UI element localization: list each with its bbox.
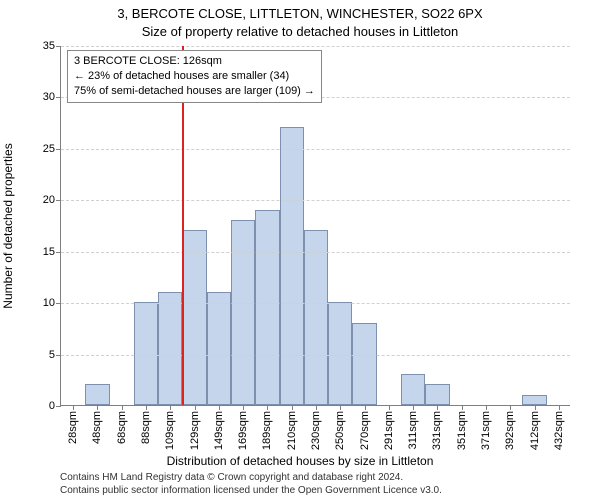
histogram-bar	[207, 292, 231, 405]
y-tick-mark	[56, 303, 61, 304]
histogram-bar	[352, 323, 376, 405]
y-gridline	[61, 149, 570, 150]
x-tick-mark	[170, 405, 171, 410]
annotation-line1: 3 BERCOTE CLOSE: 126sqm	[74, 54, 315, 69]
x-tick-label: 270sqm	[359, 411, 371, 450]
y-tick-label: 30	[43, 91, 55, 103]
x-tick-mark	[243, 405, 244, 410]
x-tick-label: 48sqm	[91, 411, 103, 444]
x-tick-label: 210sqm	[286, 411, 298, 450]
x-tick-label: 412sqm	[529, 411, 541, 450]
y-tick-label: 0	[49, 400, 55, 412]
x-tick-label: 28sqm	[67, 411, 79, 444]
x-tick-label: 88sqm	[140, 411, 152, 444]
y-tick-mark	[56, 97, 61, 98]
x-tick-mark	[535, 405, 536, 410]
y-tick-mark	[56, 200, 61, 201]
x-tick-label: 109sqm	[164, 411, 176, 450]
y-gridline	[61, 252, 570, 253]
histogram-bar	[280, 127, 304, 405]
y-axis-label: Number of detached properties	[1, 143, 15, 308]
y-tick-mark	[56, 355, 61, 356]
chart-title-line2: Size of property relative to detached ho…	[0, 24, 600, 39]
x-tick-label: 68sqm	[116, 411, 128, 444]
x-tick-mark	[462, 405, 463, 410]
annotation-line2: ← 23% of detached houses are smaller (34…	[74, 69, 315, 84]
y-tick-label: 35	[43, 40, 55, 52]
x-tick-mark	[365, 405, 366, 410]
y-gridline	[61, 355, 570, 356]
x-tick-mark	[122, 405, 123, 410]
y-tick-label: 5	[49, 349, 55, 361]
x-axis-label: Distribution of detached houses by size …	[0, 454, 600, 468]
annotation-box: 3 BERCOTE CLOSE: 126sqm ← 23% of detache…	[67, 50, 322, 103]
annotation-line3: 75% of semi-detached houses are larger (…	[74, 84, 315, 99]
x-tick-label: 351sqm	[456, 411, 468, 450]
x-tick-label: 169sqm	[237, 411, 249, 450]
histogram-bar	[158, 292, 182, 405]
x-tick-label: 129sqm	[189, 411, 201, 450]
histogram-bar	[231, 220, 255, 405]
x-tick-label: 311sqm	[407, 411, 419, 449]
x-tick-label: 371sqm	[480, 411, 492, 450]
y-gridline	[61, 46, 570, 47]
x-tick-mark	[340, 405, 341, 410]
histogram-bar	[425, 384, 449, 405]
y-tick-mark	[56, 406, 61, 407]
x-tick-mark	[437, 405, 438, 410]
histogram-bar	[85, 384, 109, 405]
y-tick-mark	[56, 46, 61, 47]
x-tick-mark	[510, 405, 511, 410]
y-tick-mark	[56, 252, 61, 253]
chart-title-line1: 3, BERCOTE CLOSE, LITTLETON, WINCHESTER,…	[0, 6, 600, 21]
x-tick-mark	[97, 405, 98, 410]
x-tick-mark	[389, 405, 390, 410]
x-tick-label: 392sqm	[504, 411, 516, 450]
x-tick-mark	[559, 405, 560, 410]
histogram-bar	[255, 210, 279, 405]
histogram-bar	[304, 230, 328, 405]
x-tick-label: 432sqm	[553, 411, 565, 450]
attribution-line1: Contains HM Land Registry data © Crown c…	[60, 472, 442, 485]
histogram-bar	[522, 395, 546, 405]
attribution-text: Contains HM Land Registry data © Crown c…	[60, 472, 442, 497]
x-tick-mark	[486, 405, 487, 410]
y-tick-label: 10	[43, 297, 55, 309]
chart-container: 3, BERCOTE CLOSE, LITTLETON, WINCHESTER,…	[0, 0, 600, 500]
x-tick-label: 230sqm	[310, 411, 322, 450]
x-tick-label: 331sqm	[431, 411, 443, 450]
x-tick-mark	[267, 405, 268, 410]
plot-area: 0510152025303528sqm48sqm68sqm88sqm109sqm…	[60, 46, 570, 406]
y-tick-mark	[56, 149, 61, 150]
y-gridline	[61, 200, 570, 201]
x-tick-mark	[146, 405, 147, 410]
x-tick-mark	[195, 405, 196, 410]
x-tick-label: 189sqm	[261, 411, 273, 450]
x-tick-mark	[292, 405, 293, 410]
x-tick-mark	[316, 405, 317, 410]
x-tick-mark	[73, 405, 74, 410]
x-tick-mark	[413, 405, 414, 410]
histogram-bar	[401, 374, 425, 405]
x-tick-mark	[219, 405, 220, 410]
y-tick-label: 25	[43, 143, 55, 155]
y-tick-label: 15	[43, 246, 55, 258]
attribution-line2: Contains public sector information licen…	[60, 485, 442, 498]
histogram-bar	[182, 230, 206, 405]
x-tick-label: 250sqm	[334, 411, 346, 450]
x-tick-label: 291sqm	[383, 411, 395, 450]
y-tick-label: 20	[43, 194, 55, 206]
y-gridline	[61, 303, 570, 304]
x-tick-label: 149sqm	[213, 411, 225, 450]
